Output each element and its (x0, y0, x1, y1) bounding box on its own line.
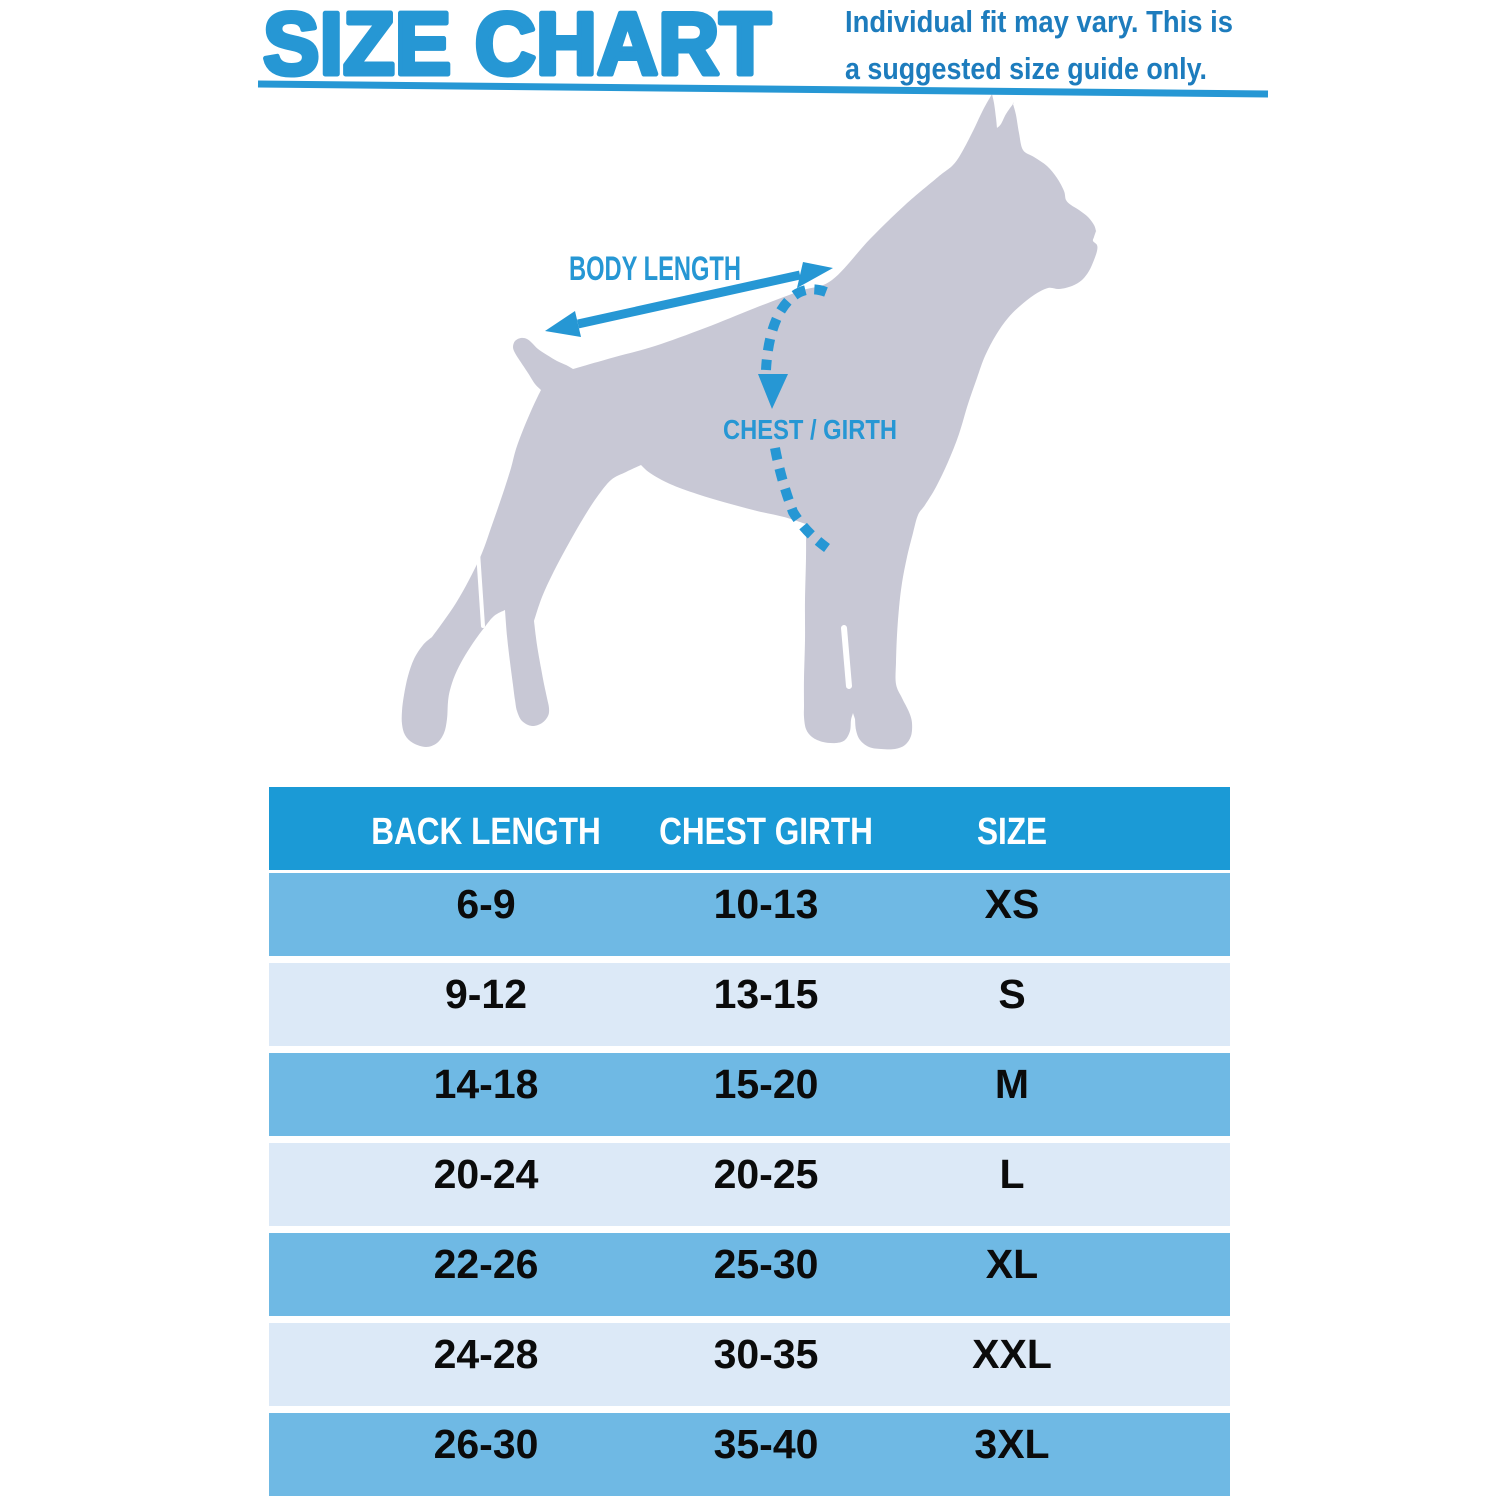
svg-text:Individual fit may vary. This: Individual fit may vary. This is (845, 4, 1233, 39)
svg-text:SIZE CHART: SIZE CHART (263, 0, 771, 93)
svg-text:BODY LENGTH: BODY LENGTH (569, 250, 741, 288)
svg-text:CHEST / GIRTH: CHEST / GIRTH (723, 414, 897, 445)
svg-text:a suggested size guide only.: a suggested size guide only. (845, 51, 1207, 86)
